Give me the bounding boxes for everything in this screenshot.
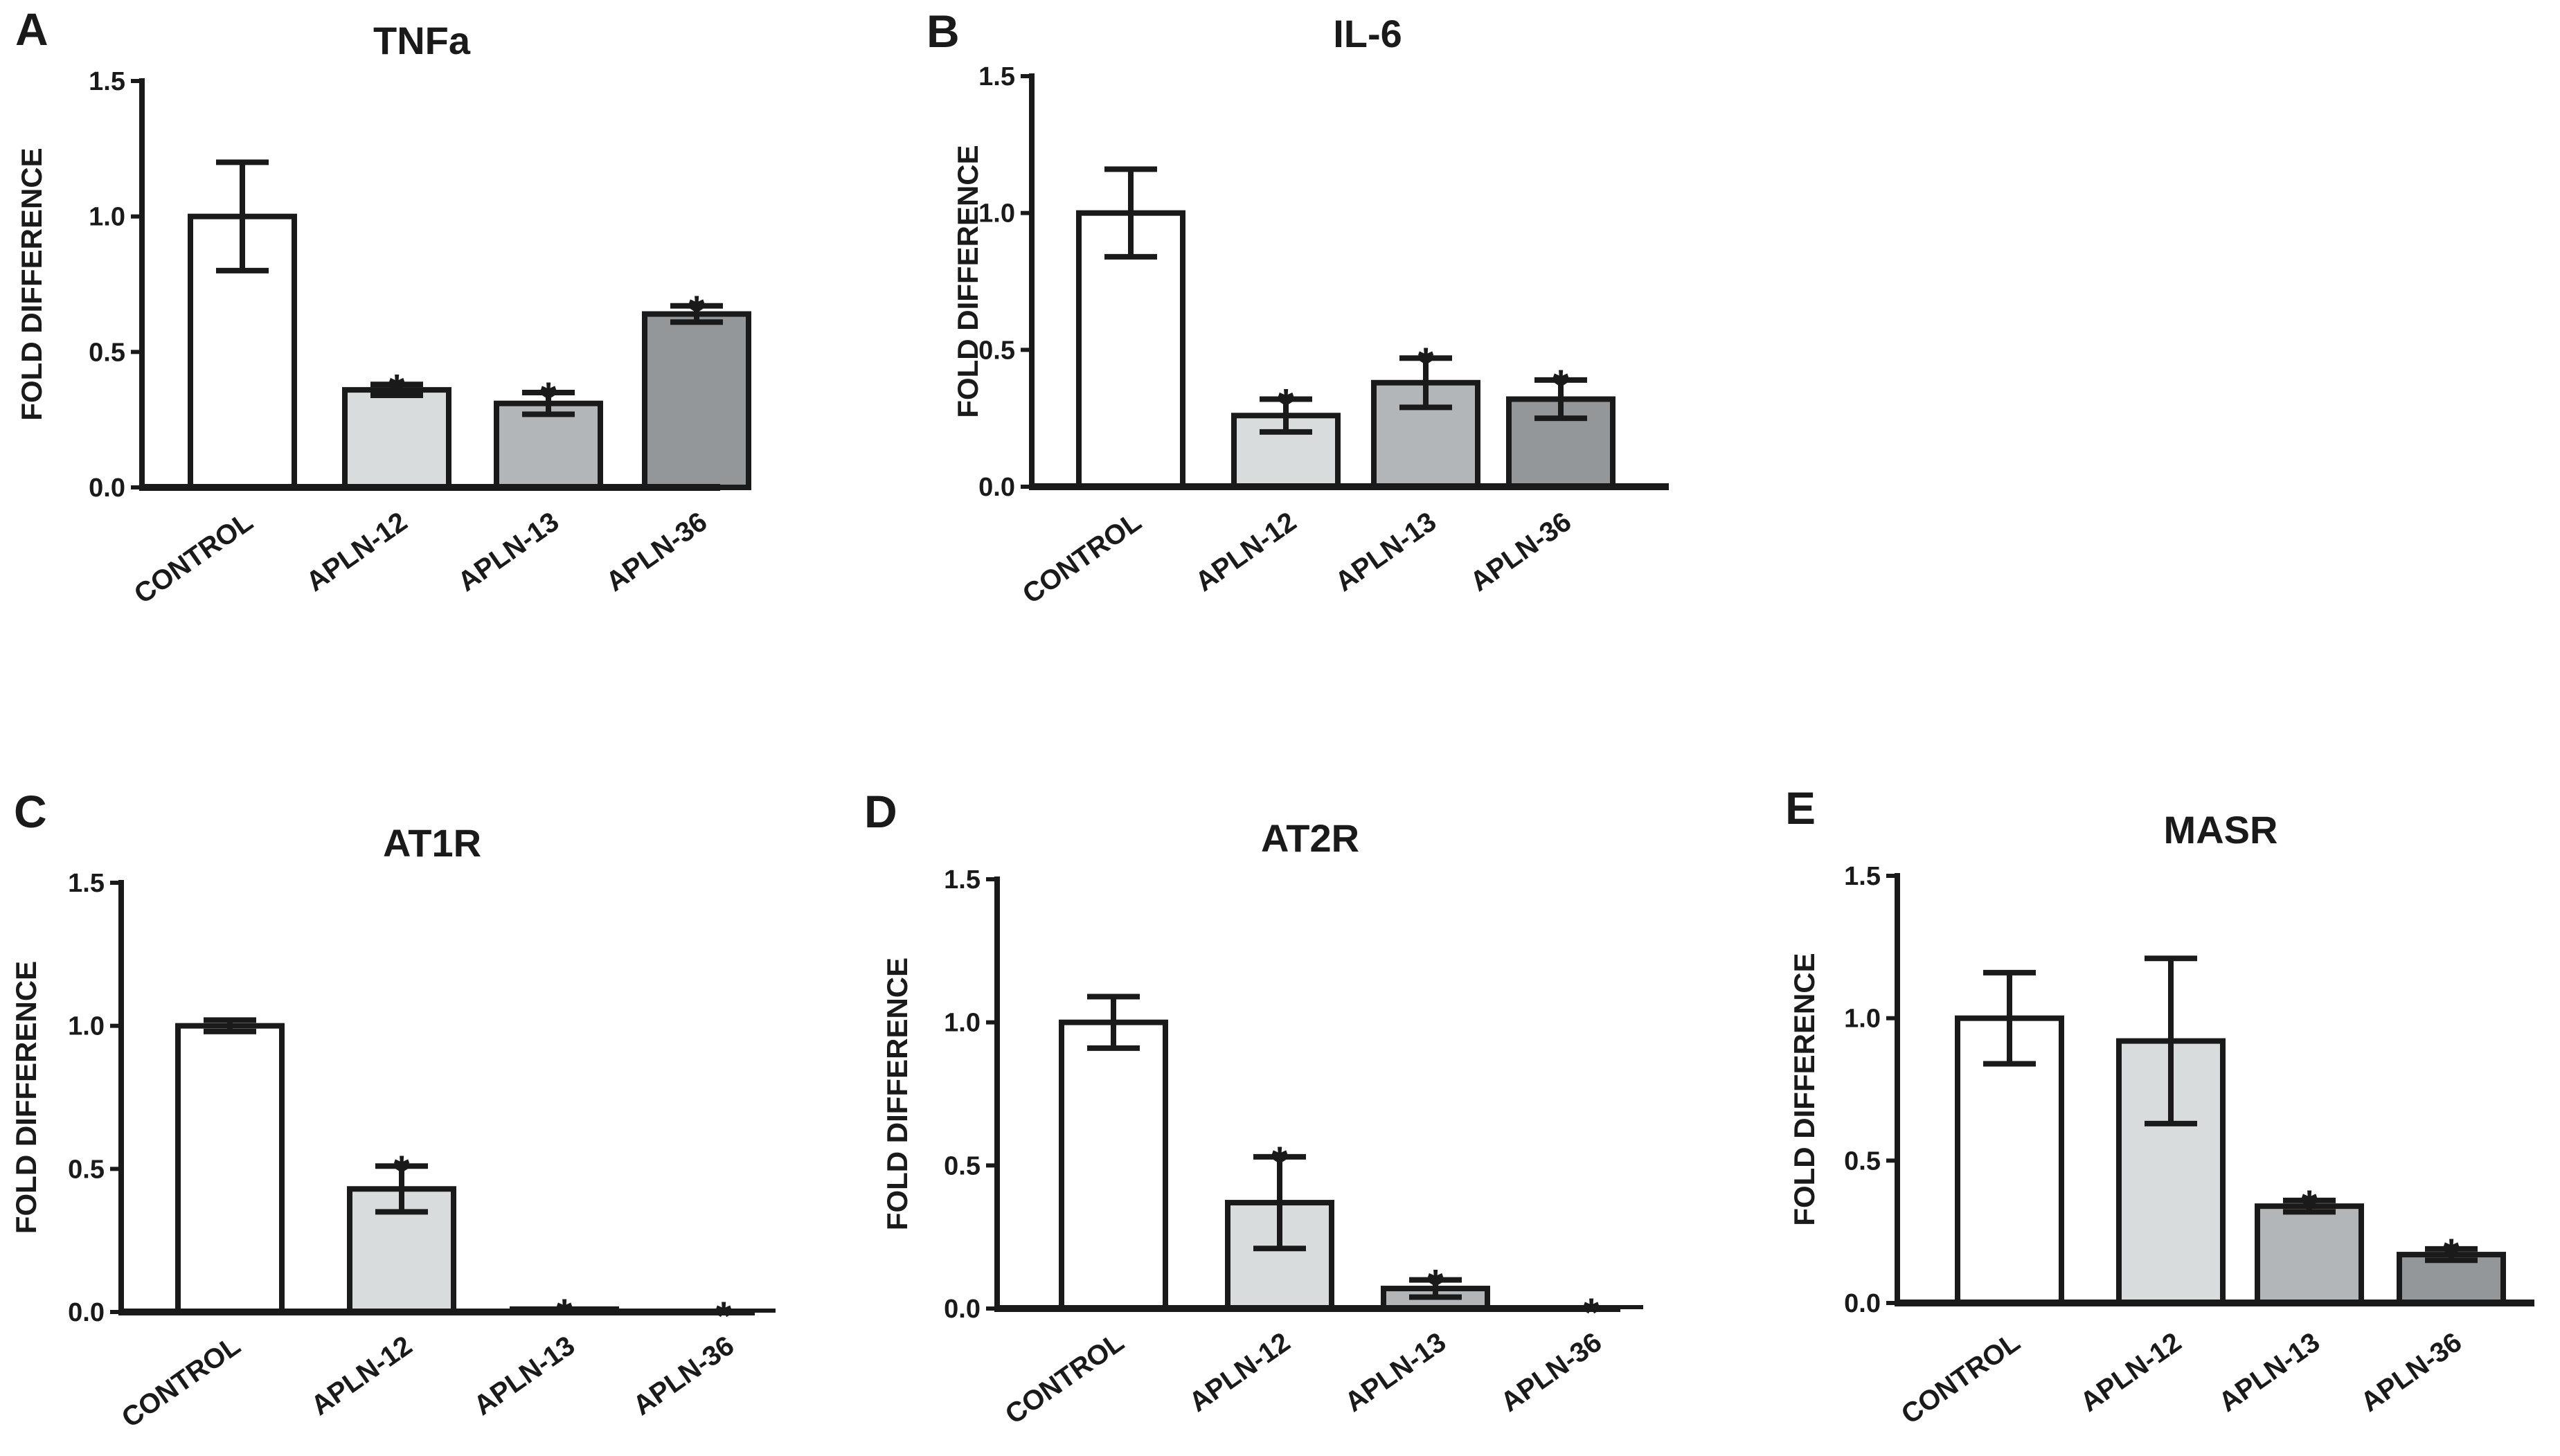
chart-title: MASR xyxy=(2164,808,2278,852)
significance-mark: * xyxy=(689,288,705,333)
panel-letter: D xyxy=(864,786,897,837)
y-axis-label: FOLD DIFFERENCE xyxy=(1788,953,1820,1225)
panel-letter: B xyxy=(927,6,960,57)
y-tick-label: 0.5 xyxy=(978,336,1015,365)
panel-letter: C xyxy=(14,786,47,837)
y-tick-label: 1.5 xyxy=(89,67,125,96)
bar-apln-12 xyxy=(342,387,451,490)
chart-title: AT2R xyxy=(1261,816,1359,860)
y-tick-label: 0.5 xyxy=(68,1155,105,1184)
y-axis-label: FOLD DIFFERENCE xyxy=(951,145,984,417)
bar-apln-36 xyxy=(642,311,751,490)
significance-mark: * xyxy=(1553,362,1569,407)
y-tick-label: 0.5 xyxy=(89,338,125,367)
significance-mark: * xyxy=(1428,1262,1444,1307)
y-tick-label: 1.5 xyxy=(1844,862,1881,891)
chart-title: TNFa xyxy=(373,19,471,62)
bar-control xyxy=(175,1023,285,1315)
y-axis-label: FOLD DIFFERENCE xyxy=(881,958,913,1230)
y-axis-label: FOLD DIFFERENCE xyxy=(10,961,42,1234)
y-tick-label: 1.0 xyxy=(68,1012,105,1041)
significance-mark: * xyxy=(1272,1139,1288,1184)
y-tick-label: 0.0 xyxy=(68,1298,105,1327)
y-tick-label: 1.0 xyxy=(944,1009,981,1038)
significance-mark: * xyxy=(394,1148,410,1193)
y-tick-label: 1.0 xyxy=(89,203,125,232)
y-tick-label: 1.5 xyxy=(978,62,1015,91)
significance-mark: * xyxy=(389,366,405,411)
significance-mark: * xyxy=(2302,1183,2318,1228)
significance-mark: * xyxy=(2444,1231,2460,1276)
significance-mark: * xyxy=(716,1294,732,1339)
y-tick-label: 1.5 xyxy=(944,865,981,895)
panel-letter: A xyxy=(15,3,48,55)
significance-mark: * xyxy=(1584,1291,1600,1336)
significance-mark: * xyxy=(1278,381,1294,426)
significance-mark: * xyxy=(541,375,557,420)
y-tick-label: 1.0 xyxy=(1844,1005,1881,1034)
y-tick-label: 1.0 xyxy=(978,199,1015,228)
y-tick-label: 0.5 xyxy=(1844,1147,1881,1176)
chart-title: IL-6 xyxy=(1333,12,1402,55)
significance-mark: * xyxy=(1418,340,1434,385)
y-tick-label: 0.0 xyxy=(89,474,125,503)
panel-letter: E xyxy=(1785,782,1816,834)
bar-control xyxy=(1059,1019,1168,1311)
y-axis-label: FOLD DIFFERENCE xyxy=(15,147,48,420)
y-tick-label: 0.0 xyxy=(944,1295,981,1324)
y-tick-label: 1.5 xyxy=(68,869,105,898)
y-tick-label: 0.5 xyxy=(944,1151,981,1180)
y-tick-label: 0.0 xyxy=(1844,1289,1881,1318)
chart-title: AT1R xyxy=(383,821,481,865)
y-tick-label: 0.0 xyxy=(978,473,1015,502)
